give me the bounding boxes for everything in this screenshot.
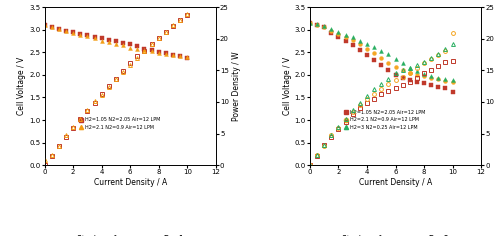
X-axis label: Current Density / A: Current Density / A [94,178,167,187]
Text: Stack performance on Day2: Stack performance on Day2 [342,235,449,236]
Legend: H2=1.05 N2=2.05 Air=12 LPM, H2=2.1 N2=0.9 Air=12 LPM, H2=3 N2=0.25 Air=12 LPM: H2=1.05 N2=2.05 Air=12 LPM, H2=2.1 N2=0.… [343,109,427,131]
Legend: H2=1.05 N2=2.05 Air=12 LPM, H2=2.1 N2=0.9 Air=12 LPM: H2=1.05 N2=2.05 Air=12 LPM, H2=2.1 N2=0.… [78,117,161,131]
Y-axis label: Cell Voltage / V: Cell Voltage / V [283,57,292,115]
Y-axis label: Power Density / W: Power Density / W [232,51,241,121]
Y-axis label: Cell Voltage / V: Cell Voltage / V [17,57,26,115]
Text: Stack performance on Day1: Stack performance on Day1 [77,235,184,236]
X-axis label: Current Density / A: Current Density / A [359,178,432,187]
